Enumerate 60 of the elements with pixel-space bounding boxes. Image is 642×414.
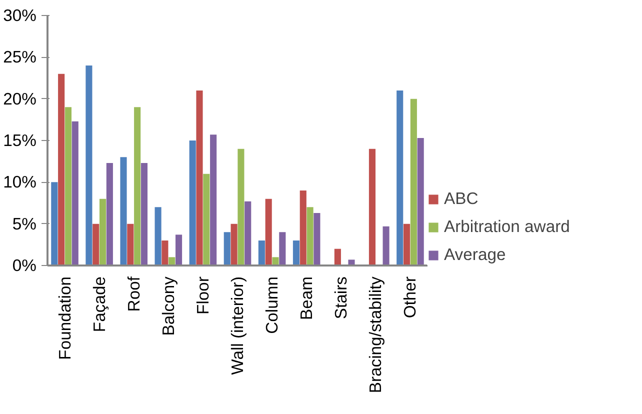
bar (99, 198, 106, 266)
x-tick-label: Bracing/stability (366, 276, 386, 394)
bar (210, 134, 217, 266)
bar (368, 148, 376, 266)
bar (203, 174, 210, 266)
x-tick-label: Façade (90, 276, 109, 332)
bar (238, 148, 244, 266)
bar (292, 240, 300, 266)
x-tick-label: Balcony (158, 276, 178, 336)
legend-label: ABC (444, 189, 478, 209)
bar (417, 138, 424, 266)
bar (58, 74, 65, 266)
y-tick-label: 5% (12, 214, 37, 234)
bar (140, 163, 148, 266)
bar (314, 213, 320, 266)
bar (410, 98, 417, 266)
bar (134, 107, 141, 266)
x-tick-label: Roof (124, 276, 144, 312)
y-tick-label: 30% (3, 6, 37, 25)
bar (127, 224, 134, 266)
y-tick-label: 20% (3, 89, 37, 108)
y-tick-label: 10% (3, 172, 37, 192)
bar (189, 140, 196, 266)
x-tick-label: Floor (193, 276, 212, 314)
bar (154, 207, 162, 266)
y-tick-label: 15% (3, 131, 37, 150)
x-tick-label: Stairs (332, 276, 351, 320)
legend-label: Average (444, 245, 506, 265)
y-tick-label: 0% (12, 256, 37, 275)
bar (224, 232, 230, 266)
x-tick-label: Column (262, 276, 282, 334)
bar (279, 232, 286, 266)
bar (120, 157, 127, 266)
bar (348, 260, 355, 266)
bar (272, 257, 279, 266)
legend-label: Arbitration award (444, 217, 570, 237)
bar (396, 90, 404, 266)
x-tick-label: Other (400, 276, 420, 318)
x-tick-label: Wall (interior) (228, 276, 247, 375)
bar (64, 107, 72, 266)
bar (106, 163, 113, 266)
bar (162, 240, 168, 266)
bar (86, 66, 92, 266)
y-tick-label: 25% (3, 48, 37, 67)
bar (230, 224, 238, 266)
bar (92, 224, 100, 266)
x-tick-label: Foundation (55, 276, 74, 360)
bar (306, 207, 314, 266)
bar (175, 234, 182, 266)
bar (382, 226, 390, 266)
bar (72, 121, 78, 266)
bar (300, 190, 306, 266)
bar (265, 198, 272, 266)
bar (334, 248, 341, 266)
bar (244, 201, 252, 266)
x-tick-label: Beam (297, 276, 316, 320)
bar (51, 182, 58, 266)
bar (403, 224, 410, 266)
bar (258, 240, 265, 266)
bar (196, 90, 203, 266)
